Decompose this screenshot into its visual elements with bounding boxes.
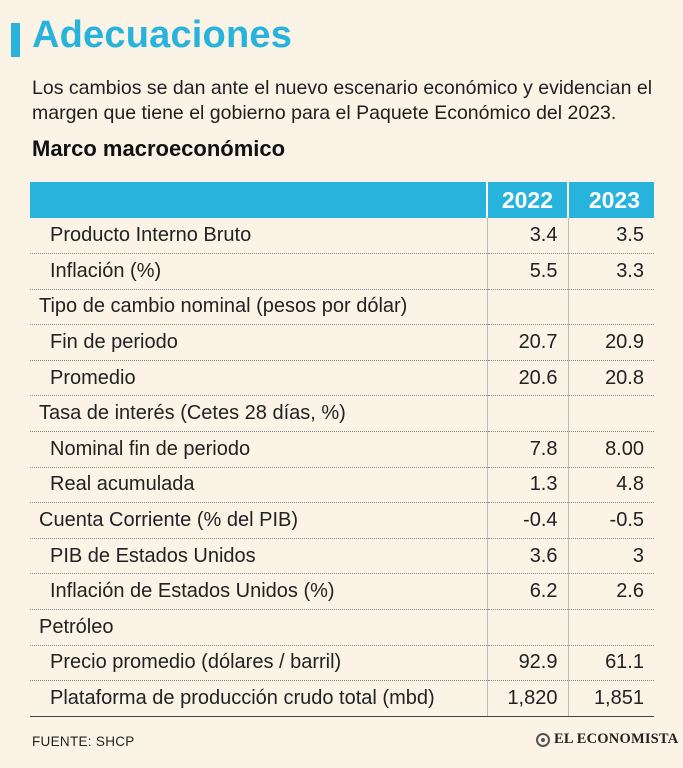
source-note: FUENTE: SHCP [32, 734, 135, 749]
value-2022 [486, 289, 568, 326]
table-header-row: 2022 2023 [30, 182, 654, 218]
value-2022: -0.4 [486, 502, 568, 539]
row-label: Petróleo [30, 609, 487, 646]
value-2022: 3.4 [486, 218, 568, 255]
title-accent-bar [11, 23, 20, 57]
table-row: Tasa de interés (Cetes 28 días, %) [30, 395, 654, 433]
value-2023: -0.5 [567, 502, 654, 539]
page-title: Adecuaciones [32, 14, 293, 56]
el-economista-logo-icon [536, 732, 550, 747]
value-2023: 2.6 [567, 573, 654, 611]
header-label-cell [30, 182, 487, 218]
value-2023: 61.1 [567, 645, 654, 682]
row-label: PIB de Estados Unidos [30, 538, 487, 575]
table-row: PIB de Estados Unidos 3.6 3 [30, 538, 654, 575]
row-label: Real acumulada [30, 467, 487, 504]
macro-table: 2022 2023 Producto Interno Bruto 3.4 3.5… [30, 182, 654, 717]
row-label: Inflación (%) [30, 253, 487, 290]
table-row: Promedio 20.6 20.8 [30, 360, 654, 397]
row-label: Plataforma de producción crudo total (mb… [30, 680, 487, 717]
page-subtitle: Los cambios se dan ante el nuevo escenar… [32, 77, 653, 124]
value-2023: 3.5 [567, 218, 654, 255]
table-row: Inflación de Estados Unidos (%) 6.2 2.6 [30, 573, 654, 611]
table-row: Tipo de cambio nominal (pesos por dólar) [30, 289, 654, 326]
row-label: Producto Interno Bruto [30, 218, 487, 255]
value-2022: 5.5 [486, 253, 568, 290]
value-2022: 20.7 [486, 324, 568, 361]
row-label: Cuenta Corriente (% del PIB) [30, 502, 487, 539]
table-row: Inflación (%) 5.5 3.3 [30, 253, 654, 290]
table-row: Precio promedio (dólares / barril) 92.9 … [30, 645, 654, 682]
table-row: Plataforma de producción crudo total (mb… [30, 680, 654, 717]
value-2023: 8.00 [567, 431, 654, 468]
value-2023: 1,851 [567, 680, 654, 717]
value-2022 [486, 609, 568, 646]
row-label: Tasa de interés (Cetes 28 días, %) [30, 395, 487, 433]
logo-text: EL ECONOMISTA [554, 731, 679, 747]
value-2023 [567, 609, 654, 646]
table-row: Real acumulada 1.3 4.8 [30, 467, 654, 504]
value-2023: 20.8 [567, 360, 654, 397]
row-label: Tipo de cambio nominal (pesos por dólar) [30, 289, 487, 326]
value-2022: 7.8 [486, 431, 568, 468]
row-label: Fin de periodo [30, 324, 487, 361]
value-2023: 4.8 [567, 467, 654, 504]
value-2023 [567, 289, 654, 326]
table-row: Petróleo [30, 609, 654, 646]
value-2022: 1,820 [486, 680, 568, 717]
row-label: Promedio [30, 360, 487, 397]
value-2023: 3.3 [567, 253, 654, 290]
value-2022 [486, 395, 568, 433]
value-2022: 6.2 [486, 573, 568, 611]
value-2023: 20.9 [567, 324, 654, 361]
value-2023: 3 [567, 538, 654, 575]
row-label: Precio promedio (dólares / barril) [30, 645, 487, 682]
publisher-logo: EL ECONOMISTA [536, 731, 678, 748]
value-2022: 92.9 [486, 645, 568, 682]
table-row: Cuenta Corriente (% del PIB) -0.4 -0.5 [30, 502, 654, 539]
table-row: Nominal fin de periodo 7.8 8.00 [30, 431, 654, 468]
value-2022: 3.6 [486, 538, 568, 575]
value-2022: 20.6 [486, 360, 568, 397]
header-2022: 2022 [486, 182, 568, 218]
table-row: Fin de periodo 20.7 20.9 [30, 324, 654, 361]
row-label: Nominal fin de periodo [30, 431, 487, 468]
section-title: Marco macroeconómico [32, 136, 286, 161]
row-label: Inflación de Estados Unidos (%) [30, 573, 487, 611]
header-2023: 2023 [567, 182, 654, 218]
value-2023 [567, 395, 654, 433]
value-2022: 1.3 [486, 467, 568, 504]
table-row: Producto Interno Bruto 3.4 3.5 [30, 218, 654, 255]
